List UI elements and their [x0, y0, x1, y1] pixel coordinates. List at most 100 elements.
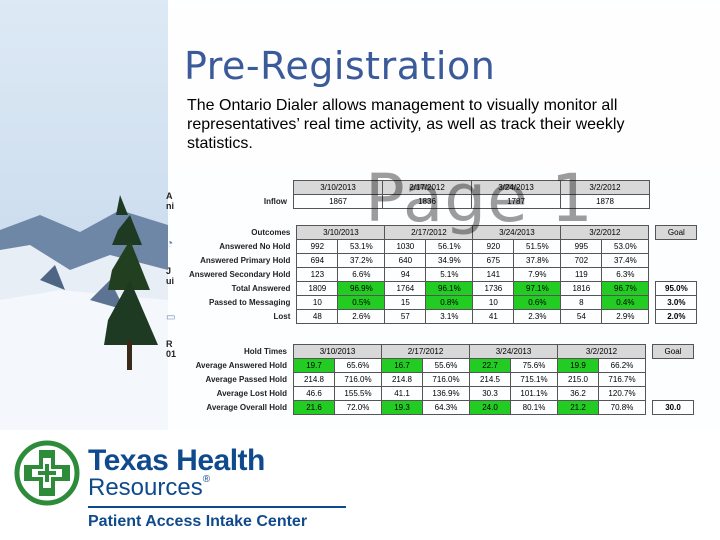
gap-cell: [646, 345, 653, 359]
table-cell: 19.9: [557, 358, 599, 373]
table-row: Average Overall Hold 21.6 72.0% 19.3 64.3% 24…: [186, 400, 694, 415]
table-cell: 37.8%: [513, 253, 562, 268]
table-cell: 214.5: [469, 372, 511, 387]
table-cell: 0.8%: [425, 295, 474, 310]
table-row: Answered No Hold 992 53.1% 1030 56.1% 920 51.5…: [186, 239, 697, 254]
table-cell: 215.0: [557, 372, 599, 387]
date-header: 3/10/2013: [296, 225, 386, 240]
date-header: 3/24/2013: [469, 344, 558, 359]
texas-health-cross-logo-icon: [14, 440, 80, 506]
side-label: ni: [166, 201, 174, 211]
table-cell: 0.5%: [337, 295, 386, 310]
table-cell: 214.8: [381, 372, 423, 387]
goal-cell: [656, 268, 697, 282]
side-label: A: [166, 191, 173, 201]
table-cell: 6.3%: [601, 267, 650, 282]
row-label: Passed to Messaging: [209, 298, 291, 307]
row-label: Average Lost Hold: [216, 389, 287, 398]
brand-name: Texas Health: [88, 444, 265, 477]
table-cell: 1030: [384, 239, 427, 254]
table-cell: 36.2: [557, 386, 599, 401]
table-cell: 55.6%: [422, 358, 470, 373]
slide-title: Pre-Registration: [184, 44, 496, 88]
page-watermark: Page 1: [365, 160, 594, 237]
table-cell: 96.1%: [425, 281, 474, 296]
gap-cell: [649, 282, 656, 296]
table-row: Average Answered Hold 19.7 65.6% 16.7 55.6% 2…: [186, 358, 694, 373]
date-header: 2/17/2012: [384, 225, 474, 240]
globe-icon: ◔: [166, 236, 174, 250]
goal-cell: 95.0%: [655, 281, 698, 296]
table-cell: 702: [560, 253, 603, 268]
row-label: Average Answered Hold: [195, 361, 287, 370]
date-header: 3/24/2013: [471, 180, 561, 195]
table-cell: 21.2: [557, 400, 599, 415]
table-cell: 37.4%: [601, 253, 650, 268]
blank-cell: [186, 181, 294, 195]
table-cell: 5.1%: [425, 267, 474, 282]
table-cell: 96.9%: [337, 281, 386, 296]
brand-subname: Resources®: [88, 474, 210, 502]
table-cell: 214.8: [293, 372, 335, 387]
goal-cell: 30.0: [652, 400, 694, 415]
date-header: 2/17/2012: [382, 180, 472, 195]
table-row: Lost 48 2.6% 57 3.1% 41 2.3% 54 2.9% 2.0%: [186, 309, 698, 324]
table-cell: 21.6: [293, 400, 335, 415]
date-header: 2/17/2012: [381, 344, 470, 359]
registered-mark: ®: [202, 474, 211, 485]
center-name: Patient Access Intake Center: [88, 513, 308, 530]
row-label: Answered Secondary Hold: [189, 270, 291, 279]
row-label: Lost: [273, 312, 291, 321]
table-cell: 123: [296, 267, 339, 282]
branding-panel: [0, 430, 720, 540]
side-label: R: [166, 339, 173, 349]
goal-cell: [653, 373, 694, 387]
gap-cell: [649, 226, 656, 240]
goal-header: Goal: [655, 225, 698, 240]
table-cell: 1764: [384, 281, 427, 296]
table-cell: 16.7: [381, 358, 423, 373]
table-cell: 41.1: [381, 386, 423, 401]
table-cell: 1816: [560, 281, 603, 296]
goal-cell: 3.0%: [655, 295, 698, 310]
table-cell: 1736: [472, 281, 515, 296]
goal-cell: 2.0%: [655, 309, 698, 324]
goal-cell: [656, 240, 697, 254]
table-cell: 1809: [296, 281, 339, 296]
gap-cell: [649, 296, 656, 310]
table-cell: 72.0%: [334, 400, 382, 415]
table-cell: 2.9%: [601, 309, 650, 324]
date-header: 3/24/2013: [472, 225, 562, 240]
table-cell: 7.9%: [513, 267, 562, 282]
table-cell: 70.8%: [598, 400, 646, 415]
table-cell: 136.9%: [422, 386, 470, 401]
side-label: 01: [166, 349, 177, 359]
brand-subname-text: Resources: [88, 474, 203, 501]
table-cell: 46.6: [293, 386, 335, 401]
inflow-value: 1878: [560, 194, 650, 209]
table-row: Passed to Messaging 10 0.5% 15 0.8% 10 0.6% 8 0.…: [186, 295, 698, 310]
side-label: ui: [166, 276, 174, 286]
date-header: 3/10/2013: [293, 344, 382, 359]
table-cell: 64.3%: [422, 400, 470, 415]
side-label: J: [166, 266, 172, 276]
table-row: Answered Secondary Hold 123 6.6% 94 5.1% 141 7…: [186, 267, 697, 282]
table-cell: 53.1%: [337, 239, 386, 254]
row-label: Inflow: [263, 197, 287, 206]
document-icon: ▭: [166, 312, 176, 323]
table-cell: 716.7%: [598, 372, 646, 387]
table-cell: 22.7: [469, 358, 511, 373]
inflow-table: 3/10/2013 2/17/2012 3/24/2013 3/2/2012 I…: [186, 180, 650, 209]
table-cell: 96.7%: [601, 281, 650, 296]
table-cell: 65.6%: [334, 358, 382, 373]
gap-cell: [646, 359, 653, 373]
table-cell: 10: [296, 295, 339, 310]
table-cell: 0.6%: [513, 295, 562, 310]
date-header: 3/2/2012: [560, 225, 650, 240]
goal-cell: [653, 359, 694, 373]
row-label: Average Passed Hold: [205, 375, 287, 384]
gap-cell: [646, 401, 653, 415]
table-cell: 34.9%: [425, 253, 474, 268]
table-cell: 19.7: [293, 358, 335, 373]
table-row: Total Answered 1809 96.9% 1764 96.1% 1736 97.1…: [186, 281, 698, 296]
